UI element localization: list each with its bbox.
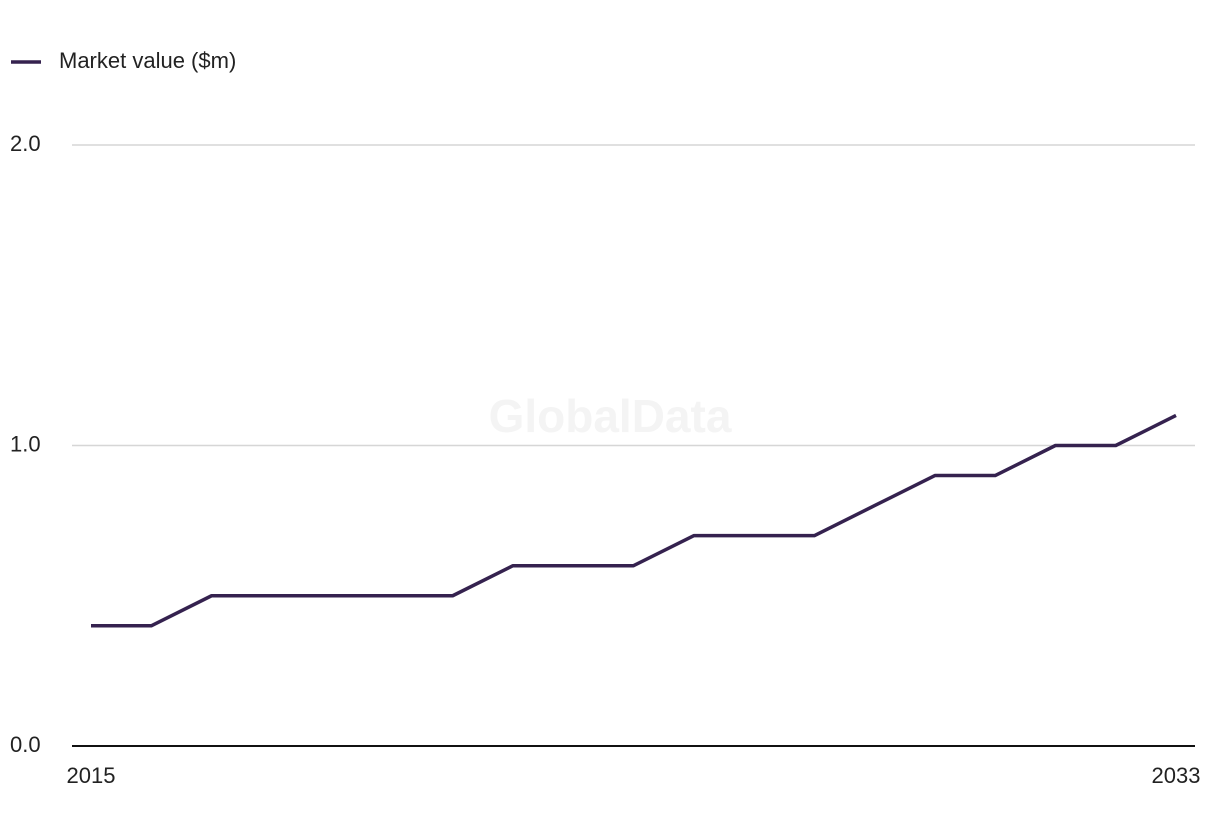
x-tick-label: 2033 [1152,763,1201,788]
legend-label: Market value ($m) [59,48,236,73]
y-tick-label: 2.0 [10,131,41,156]
y-tick-label: 0.0 [10,732,41,757]
series-line [91,413,1177,628]
y-tick-label: 1.0 [10,431,41,456]
watermark: GlobalData [489,390,732,442]
x-tick-label: 2015 [67,763,116,788]
